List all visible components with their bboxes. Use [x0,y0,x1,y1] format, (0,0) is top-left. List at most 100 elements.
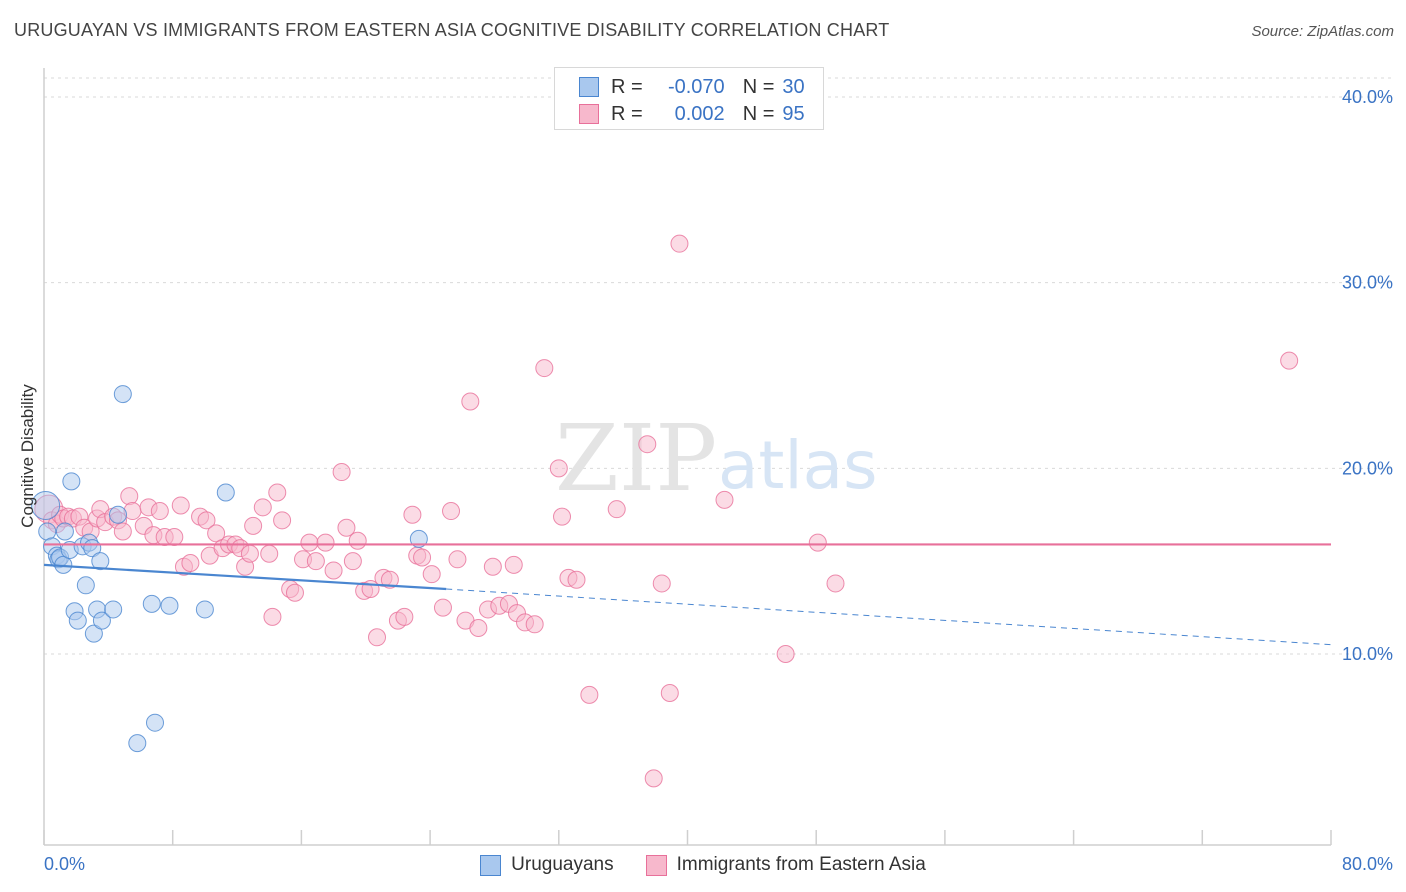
eastern-asia-point [469,619,488,638]
uruguayan-point [104,600,123,619]
uruguayan-point [109,505,128,524]
eastern-asia-point [197,511,216,530]
watermark-zip: ZIP [555,405,717,512]
trend-line-uruguayans-extension [446,588,1332,646]
legend-swatch-pink [645,854,667,876]
eastern-asia-point [253,498,272,517]
eastern-asia-point [644,769,663,788]
eastern-asia-point [285,583,304,602]
legend-item-uruguayans[interactable]: Uruguayans [480,854,614,876]
eastern-asia-point [660,683,679,702]
eastern-asia-point [413,548,432,567]
eastern-asia-point [120,487,139,506]
eastern-asia-point [442,502,461,521]
eastern-asia-point [448,550,467,569]
series-eastern-asia-points [34,234,1299,788]
chart-title: URUGUAYAN VS IMMIGRANTS FROM EASTERN ASI… [14,20,890,40]
eastern-asia-point [553,507,572,526]
n-label: N = [742,75,775,98]
uruguayan-point [113,385,132,404]
r-label: R = [611,102,643,125]
eastern-asia-point [332,463,351,482]
eastern-asia-point [150,502,169,521]
eastern-asia-point [300,533,319,552]
eastern-asia-point [244,516,263,535]
watermark-atlas: atlas [718,427,878,504]
eastern-asia-point [368,628,387,647]
uruguayan-point [76,576,95,595]
uruguayan-point [128,734,147,753]
legend-item-eastern-asia[interactable]: Immigrants from Eastern Asia [645,854,926,876]
uruguayan-point [160,596,179,615]
x-ticks [43,830,1332,845]
stats-row-uruguayans: R = -0.070 N = 30 [579,74,823,100]
uruguayan-point [55,522,74,541]
eastern-asia-point [306,552,325,571]
n-value: 30 [782,75,805,98]
eastern-asia-point [403,505,422,524]
y-axis-label: Cognitive Disability [18,384,37,528]
eastern-asia-point [316,533,335,552]
eastern-asia-point [580,685,599,704]
r-value: 0.002 [674,102,725,125]
uruguayan-point [31,490,61,520]
eastern-asia-point [337,518,356,537]
watermark: ZIP atlas [555,405,878,512]
series-uruguayans-points [31,385,428,753]
legend-swatch-blue [480,854,502,876]
eastern-asia-point [260,544,279,563]
x-tick-labels: 0.0% 80.0% [44,854,1393,874]
uruguayan-point [68,611,87,630]
uruguayan-point [216,483,235,502]
legend-swatch-pink [579,104,599,124]
legend-label: Uruguayans [511,854,614,875]
eastern-asia-point [422,565,441,584]
x-tick-label-max: 80.0% [1342,854,1393,874]
eastern-asia-point [567,570,586,589]
uruguayan-point [92,611,111,630]
eastern-asia-point [826,574,845,593]
series-legend: Uruguayans Immigrants from Eastern Asia [0,852,1406,878]
eastern-asia-point [113,522,132,541]
eastern-asia-point [607,500,626,519]
eastern-asia-point [268,483,287,502]
y-tick-label-10: 10.0% [1342,644,1393,664]
legend-label: Immigrants from Eastern Asia [676,854,926,875]
eastern-asia-point [461,392,480,411]
r-label: R = [611,75,643,98]
eastern-asia-point [504,555,523,574]
eastern-asia-point [808,533,827,552]
eastern-asia-point [638,435,657,454]
eastern-asia-point [715,490,734,509]
eastern-asia-point [343,552,362,571]
y-tick-labels: 10.0% 20.0% 30.0% 40.0% [1342,87,1393,664]
eastern-asia-point [263,607,282,626]
uruguayan-point [62,472,81,491]
stats-legend: R = -0.070 N = 30 R = 0.002 N = 95 [554,67,824,130]
uruguayan-point [142,594,161,613]
trend-line-uruguayans [43,563,447,591]
eastern-asia-point [395,607,414,626]
uruguayan-point [84,624,103,643]
eastern-asia-point [1280,351,1299,370]
eastern-asia-point [670,234,689,253]
eastern-asia-point [549,459,568,478]
uruguayan-point [91,552,110,571]
r-value: -0.070 [667,75,725,98]
n-value: 95 [782,102,805,125]
uruguayan-point [409,529,428,548]
eastern-asia-point [181,554,200,573]
eastern-asia-point [240,544,259,563]
uruguayan-point [195,600,214,619]
uruguayan-point [146,713,165,732]
source-label: Source: ZipAtlas.com [1251,23,1394,40]
n-label: N = [742,102,775,125]
y-tick-label-20: 20.0% [1342,458,1393,478]
eastern-asia-point [348,531,367,550]
y-tick-label-30: 30.0% [1342,273,1393,293]
eastern-asia-point [525,615,544,634]
eastern-asia-point [165,528,184,547]
eastern-asia-point [652,574,671,593]
eastern-asia-point [380,570,399,589]
